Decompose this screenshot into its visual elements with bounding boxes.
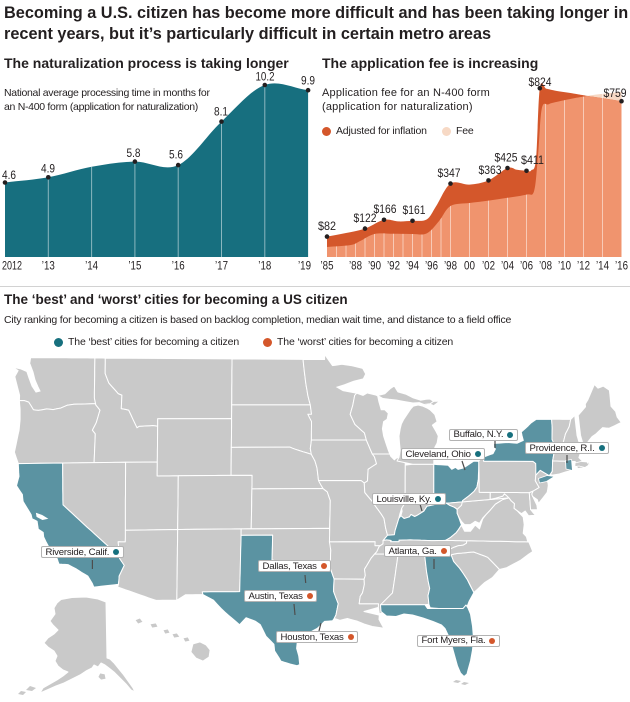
svg-text:’85: ’85 <box>321 258 334 272</box>
svg-text:9.9: 9.9 <box>301 74 315 88</box>
svg-text:’19: ’19 <box>298 258 311 272</box>
svg-text:$425: $425 <box>495 150 518 164</box>
svg-text:$363: $363 <box>479 163 502 177</box>
svg-text:00: 00 <box>464 258 475 272</box>
svg-text:$759: $759 <box>604 86 627 100</box>
svg-text:$122: $122 <box>354 211 377 225</box>
svg-text:10.2: 10.2 <box>256 69 275 83</box>
svg-text:5.8: 5.8 <box>127 146 141 160</box>
svg-text:$166: $166 <box>374 202 397 216</box>
svg-text:’16: ’16 <box>172 258 185 272</box>
svg-text:2012: 2012 <box>2 258 22 272</box>
svg-text:5.6: 5.6 <box>169 148 183 162</box>
svg-text:’96: ’96 <box>425 258 438 272</box>
svg-text:’88: ’88 <box>349 258 362 272</box>
svg-text:’90: ’90 <box>368 258 381 272</box>
svg-text:’02: ’02 <box>482 258 495 272</box>
svg-text:’13: ’13 <box>42 258 55 272</box>
svg-text:’14: ’14 <box>85 258 98 272</box>
svg-text:’94: ’94 <box>406 258 419 272</box>
svg-text:$161: $161 <box>403 203 426 217</box>
svg-text:’04: ’04 <box>501 258 514 272</box>
svg-text:$824: $824 <box>529 75 552 89</box>
svg-text:$411: $411 <box>521 153 544 167</box>
svg-text:’17: ’17 <box>215 258 228 272</box>
svg-text:8.1: 8.1 <box>214 105 228 119</box>
svg-text:’06: ’06 <box>520 258 533 272</box>
svg-text:’08: ’08 <box>539 258 552 272</box>
svg-text:’14: ’14 <box>596 258 609 272</box>
svg-text:4.6: 4.6 <box>2 168 16 182</box>
svg-text:4.9: 4.9 <box>41 162 55 176</box>
svg-text:$82: $82 <box>318 219 336 233</box>
svg-text:’92: ’92 <box>387 258 400 272</box>
svg-text:’15: ’15 <box>128 258 141 272</box>
svg-text:’16: ’16 <box>615 258 628 272</box>
svg-text:’10: ’10 <box>558 258 571 272</box>
svg-text:’18: ’18 <box>258 258 271 272</box>
svg-text:’98: ’98 <box>444 258 457 272</box>
svg-text:$347: $347 <box>438 166 461 180</box>
svg-text:’12: ’12 <box>577 258 590 272</box>
